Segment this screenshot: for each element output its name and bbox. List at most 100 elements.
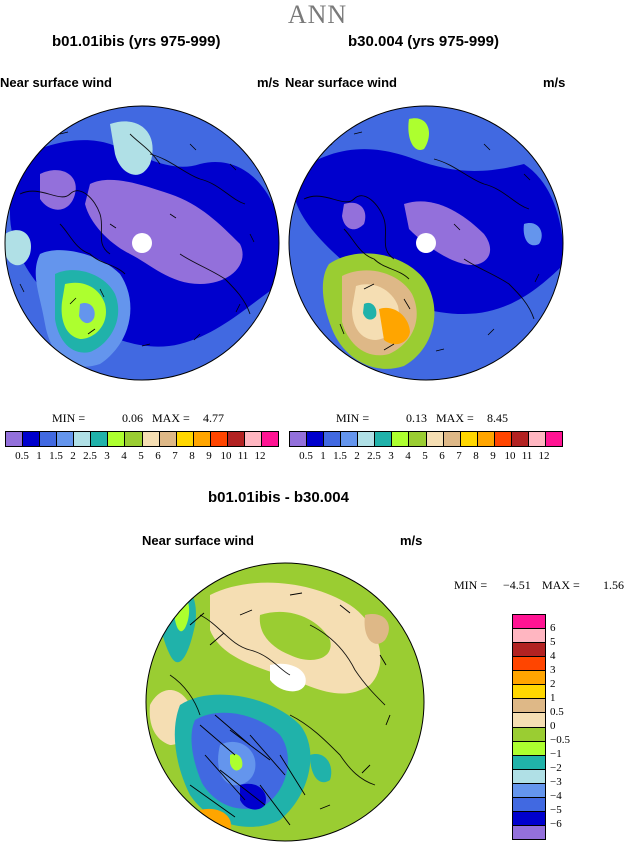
colorbar-panel-2-swatch	[443, 432, 461, 446]
panel1-min-label: MIN =	[52, 411, 86, 425]
panel1-field-label: Near surface wind	[0, 75, 112, 90]
colorbar-panel-1-swatch	[210, 432, 228, 446]
colorbar-panel-2-swatch	[290, 432, 308, 446]
colorbar-panel-1-swatch	[193, 432, 211, 446]
panel2-max-label: MAX =	[436, 411, 474, 425]
colorbar-difference-swatch	[513, 741, 545, 756]
colorbar-difference-tick-label: 0	[550, 720, 556, 732]
colorbar-difference-tick-label: 3	[550, 664, 556, 676]
colorbar-panel-1-swatch	[23, 432, 41, 446]
colorbar-panel-2-swatch	[426, 432, 444, 446]
colorbar-difference-tick-label: 4	[550, 650, 556, 662]
colorbar-panel-1-swatch	[74, 432, 92, 446]
colorbar-difference-tick-label: −4	[550, 790, 562, 802]
colorbar-panel-1-tick-label: 1	[36, 450, 42, 462]
colorbar-difference-swatch	[513, 755, 545, 770]
colorbar-difference-swatch	[513, 671, 545, 686]
colorbar-panel-1-swatch	[6, 432, 24, 446]
colorbar-panel-2-tick-label: 1.5	[333, 450, 347, 462]
plot-title: ANN	[287, 0, 348, 29]
colorbar-difference-tick-label: −1	[550, 748, 562, 760]
colorbar-difference-swatch	[513, 643, 545, 658]
colorbar-difference-labels: 6 5 4 3 2 1 0.5 0 −0.5 −1 −2 −3 −4 −5 −6	[550, 614, 610, 838]
colorbar-difference-tick-label: 5	[550, 636, 556, 648]
colorbar-panel-1-tick-label: 11	[237, 450, 249, 462]
diff-units: m/s	[400, 533, 423, 548]
colorbar-panel-1-tick-label: 9	[206, 450, 212, 462]
colorbar-panel-2-swatch	[528, 432, 546, 446]
colorbar-difference-tick-label: −3	[550, 776, 562, 788]
colorbar-panel-2-tick-label: 9	[490, 450, 496, 462]
panel1-units: m/s	[257, 75, 280, 90]
colorbar-panel-2-swatch	[494, 432, 512, 446]
colorbar-difference-tick-label: 2	[550, 678, 556, 690]
colorbar-panel-1-swatch	[159, 432, 177, 446]
panel2-field-label: Near surface wind	[285, 75, 397, 90]
colorbar-difference-tick-label: −2	[550, 762, 562, 774]
colorbar-panel-2-tick-label: 5	[422, 450, 428, 462]
colorbar-panel-2-swatch	[358, 432, 376, 446]
diff-min-value: −4.51	[503, 578, 531, 592]
colorbar-panel-1-tick-label: 1.5	[49, 450, 63, 462]
colorbar-panel-2-tick-label: 2	[354, 450, 360, 462]
colorbar-panel-2-tick-label: 11	[521, 450, 533, 462]
diff-max-label: MAX =	[542, 578, 580, 592]
colorbar-difference-tick-label: −5	[550, 804, 562, 816]
colorbar-panel-2-tick-label: 1	[320, 450, 326, 462]
colorbar-difference-swatch	[513, 629, 545, 644]
colorbar-panel-1-tick-label: 12	[254, 450, 266, 462]
panel1-title: b01.01ibis (yrs 975-999)	[52, 33, 221, 50]
colorbar-panel-2-swatch	[392, 432, 410, 446]
colorbar-difference-swatch	[513, 727, 545, 742]
map-panel-difference	[145, 562, 425, 842]
panel2-min-label: MIN =	[336, 411, 370, 425]
colorbar-panel-1-tick-label: 4	[121, 450, 127, 462]
colorbar-difference-tick-label: −0.5	[550, 734, 570, 746]
colorbar-difference-swatch	[513, 685, 545, 700]
colorbar-panel-1-tick-label: 2	[70, 450, 76, 462]
colorbar-difference-swatch	[513, 797, 545, 812]
colorbar-panel-2	[289, 431, 563, 447]
colorbar-panel-1-swatch	[40, 432, 58, 446]
panel2-min-value: 0.13	[406, 411, 427, 425]
panel2-title: b30.004 (yrs 975-999)	[348, 33, 499, 50]
colorbar-panel-2-tick-label: 12	[538, 450, 550, 462]
colorbar-panel-1-swatch	[176, 432, 194, 446]
panel2-max-value: 8.45	[487, 411, 508, 425]
colorbar-panel-2-tick-label: 10	[504, 450, 516, 462]
colorbar-panel-1-swatch	[108, 432, 126, 446]
colorbar-difference-swatch	[513, 615, 545, 630]
colorbar-panel-1-swatch	[91, 432, 109, 446]
colorbar-panel-1-swatch	[142, 432, 160, 446]
colorbar-difference-swatch	[513, 699, 545, 714]
diff-title: b01.01ibis - b30.004	[208, 489, 349, 506]
colorbar-panel-2-tick-label: 2.5	[367, 450, 381, 462]
colorbar-panel-2-swatch	[511, 432, 529, 446]
map-panel-2	[288, 105, 564, 381]
colorbar-difference-swatch	[513, 769, 545, 784]
colorbar-panel-2-labels: 0.5 1 1.5 2 2.5 3 4 5 6 7 8 9 10 11 12	[289, 450, 561, 464]
colorbar-panel-2-tick-label: 6	[439, 450, 445, 462]
colorbar-panel-2-tick-label: 3	[388, 450, 394, 462]
colorbar-panel-1-swatch	[244, 432, 262, 446]
colorbar-panel-2-swatch	[409, 432, 427, 446]
colorbar-difference-tick-label: 0.5	[550, 706, 564, 718]
colorbar-difference-swatch	[513, 713, 545, 728]
colorbar-panel-2-swatch	[460, 432, 478, 446]
diff-min-label: MIN =	[454, 578, 488, 592]
colorbar-panel-2-swatch	[375, 432, 393, 446]
colorbar-panel-1-tick-label: 6	[155, 450, 161, 462]
colorbar-panel-1-tick-label: 7	[172, 450, 178, 462]
colorbar-panel-2-tick-label: 0.5	[299, 450, 313, 462]
colorbar-panel-1-swatch	[261, 432, 278, 446]
colorbar-panel-1-tick-label: 2.5	[83, 450, 97, 462]
colorbar-panel-2-swatch	[307, 432, 325, 446]
colorbar-difference-swatch	[513, 783, 545, 798]
colorbar-panel-1-swatch	[125, 432, 143, 446]
panel1-min-value: 0.06	[122, 411, 143, 425]
colorbar-panel-1	[5, 431, 279, 447]
colorbar-panel-2-swatch	[324, 432, 342, 446]
colorbar-difference	[512, 614, 546, 840]
colorbar-panel-2-tick-label: 8	[473, 450, 479, 462]
colorbar-panel-1-tick-label: 0.5	[15, 450, 29, 462]
